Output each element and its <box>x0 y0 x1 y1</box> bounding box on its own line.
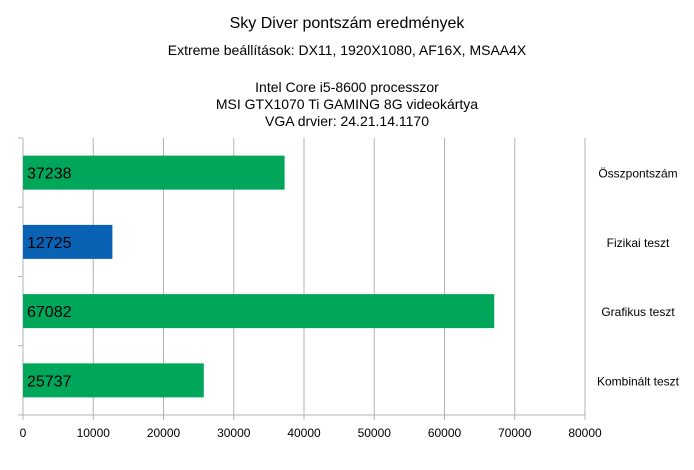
x-tick-label: 30000 <box>217 426 251 440</box>
bar-value-label: 37238 <box>27 166 72 183</box>
bar <box>23 224 113 259</box>
bar <box>23 363 204 398</box>
x-tick-label: 50000 <box>358 426 392 440</box>
x-tick-label: 0 <box>20 426 27 440</box>
x-tick-label: 10000 <box>77 426 111 440</box>
plot-area: 0 10000 20000 30000 40000 50000 60000 70000 8000… <box>18 137 680 440</box>
chart-title: Sky Diver pontszám eredmények <box>230 15 466 32</box>
x-tick-label: 60000 <box>428 426 462 440</box>
bar-value-label: 25737 <box>27 373 72 390</box>
bar-value-label: 67082 <box>27 304 72 321</box>
category-label: Grafikus teszt <box>601 305 675 319</box>
chart-subtitle: Extreme beállítások: DX11, 1920X1080, AF… <box>168 42 527 58</box>
x-tick-label: 20000 <box>147 426 181 440</box>
bar <box>23 155 285 190</box>
info-line-driver: VGA drvier: 24.21.14.1170 <box>265 113 429 129</box>
x-tick-label: 80000 <box>568 426 602 440</box>
category-label: Összpontszám <box>598 167 677 181</box>
category-label: Fizikai teszt <box>607 236 670 250</box>
x-tick-label: 70000 <box>498 426 532 440</box>
bar-value-label: 12725 <box>27 235 72 252</box>
x-tick-label: 40000 <box>287 426 321 440</box>
category-label: Kombinált teszt <box>597 374 680 388</box>
info-line-gpu: MSI GTX1070 Ti GAMING 8G videokártya <box>216 96 478 112</box>
bar <box>23 294 495 329</box>
info-line-cpu: Intel Core i5-8600 processzor <box>255 79 439 95</box>
